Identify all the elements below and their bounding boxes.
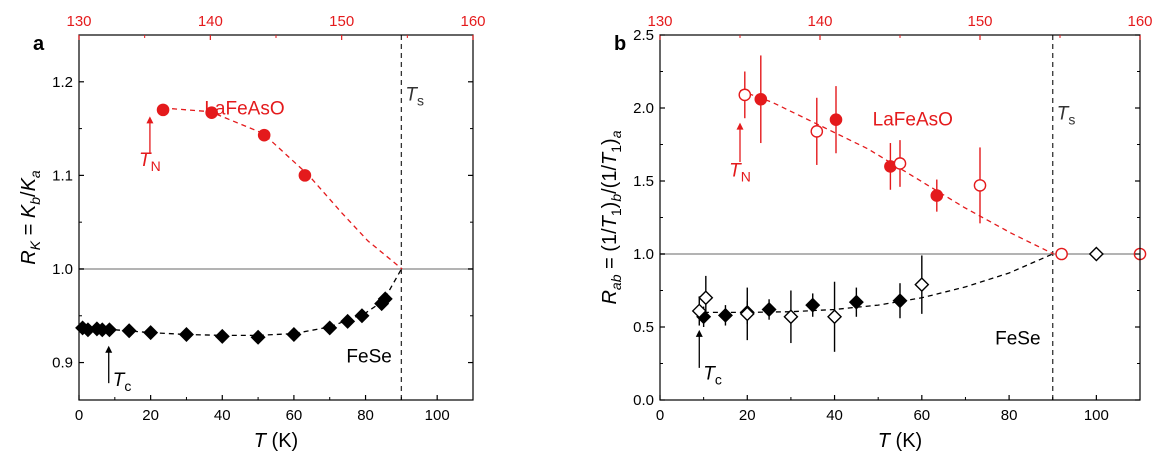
top-x-tick-label: 160 (1127, 13, 1152, 30)
fese-label: FeSe (346, 347, 391, 368)
y-tick-label: 1.0 (633, 246, 654, 263)
y-tick-label: 1.5 (633, 173, 654, 190)
lafeaso-label: LaFeAsO (204, 99, 284, 120)
tc-label: Tc (113, 370, 132, 394)
data-point-fese (101, 322, 117, 338)
data-point-fese-open (914, 277, 930, 293)
top-x-tick-label: 150 (329, 13, 354, 30)
top-x-tick-label: 130 (66, 13, 91, 30)
x-tick-label: 80 (357, 407, 374, 424)
x-axis-label: T (K) (254, 430, 298, 452)
x-tick-label: 80 (1001, 407, 1018, 424)
x-tick-label: 40 (826, 407, 843, 424)
data-point-fese (322, 320, 338, 336)
data-point-fese (805, 297, 821, 313)
x-tick-label: 20 (739, 407, 756, 424)
data-point-lafeaso-open (893, 157, 907, 170)
x-tick-label: 0 (75, 407, 83, 424)
data-point-fese (286, 326, 302, 342)
data-point-lafeaso (205, 106, 218, 119)
x-tick-label: 100 (425, 407, 450, 424)
y-axis-label: Rab = (1/T1)b/(1/T1)a (599, 130, 624, 304)
data-point-fese-open (691, 303, 707, 319)
panel-letter: a (33, 33, 45, 55)
y-tick-label: 2.5 (633, 27, 654, 44)
data-point-fese (761, 301, 777, 317)
top-x-tick-label: 140 (807, 13, 832, 30)
data-point-lafeaso-open (1055, 247, 1068, 261)
tn-arrowhead (736, 122, 744, 130)
chart-panel-b: 0 20 40 60 80 100 130 140 150 160 0.0 0.5 1.0 1.5 2.0 2… (599, 13, 1153, 452)
data-point-lafeaso-open (738, 88, 752, 102)
fit-curve-lafeaso (163, 107, 403, 270)
data-point-fese-open (827, 309, 843, 325)
fit-curve-fese (78, 268, 402, 337)
x-axis-label: T (K) (878, 430, 922, 452)
tn-arrowhead (146, 116, 154, 124)
data-point-lafeaso-open (810, 125, 824, 138)
y-tick-label: 1.2 (52, 74, 73, 91)
ts-label: Ts (405, 85, 424, 109)
x-tick-label: 100 (1084, 407, 1109, 424)
data-point-lafeaso (930, 189, 944, 202)
y-tick-label: 1.1 (52, 167, 73, 184)
data-point-lafeaso (257, 128, 271, 142)
data-point-fese-open (698, 290, 714, 306)
fit-curve-lafeaso (739, 89, 1054, 255)
x-tick-label: 60 (913, 407, 930, 424)
x-tick-label: 0 (656, 407, 664, 424)
data-point-fese (354, 308, 370, 324)
fese-label: FeSe (995, 329, 1040, 350)
data-point-fese (377, 291, 393, 307)
data-point-fese (214, 328, 230, 344)
tc-arrowhead (695, 329, 703, 337)
data-point-fese (340, 313, 356, 329)
top-x-tick-label: 140 (198, 13, 223, 30)
top-x-tick-label: 160 (460, 13, 485, 30)
data-point-fese (143, 325, 159, 341)
panel-letter: b (614, 33, 626, 55)
top-x-tick-label: 150 (967, 13, 992, 30)
data-point-lafeaso (754, 92, 768, 106)
data-point-fese (178, 326, 194, 342)
chart-panel-a: 0 20 40 60 80 100 130 140 150 160 0.9 1.0 1.1 1.2 a T (… (18, 13, 486, 452)
y-tick-label: 0.9 (52, 355, 73, 372)
tc-arrowhead (105, 345, 113, 353)
y-tick-label: 1.0 (52, 261, 73, 278)
ts-label: Ts (1057, 104, 1076, 128)
data-point-fese (717, 307, 733, 323)
fit-curve-fese (694, 253, 1053, 314)
tc-label: Tc (703, 364, 722, 388)
data-point-lafeaso (298, 169, 312, 182)
data-point-fese-open (1088, 246, 1104, 262)
data-point-lafeaso-open (973, 179, 987, 192)
y-tick-label: 0.0 (633, 392, 654, 409)
top-x-tick-label: 130 (647, 13, 672, 30)
data-point-fese-open (783, 309, 799, 325)
lafeaso-label: LaFeAsO (873, 110, 953, 131)
x-tick-label: 20 (142, 407, 159, 424)
data-point-fese (250, 329, 266, 345)
y-tick-label: 2.0 (633, 100, 654, 117)
y-tick-label: 0.5 (633, 319, 654, 336)
y-axis-label: RK = Kb/Ka (18, 170, 43, 265)
data-point-lafeaso (156, 103, 170, 117)
x-tick-label: 40 (214, 407, 231, 424)
data-point-lafeaso (829, 113, 843, 126)
plot-frame (659, 34, 1141, 401)
data-point-fese (848, 294, 864, 310)
data-point-fese (121, 323, 137, 339)
x-tick-label: 60 (286, 407, 303, 424)
data-point-fese (892, 293, 908, 309)
tn-label: TN (139, 150, 161, 174)
data-point-fese-open (739, 306, 755, 322)
tn-label: TN (729, 161, 751, 185)
